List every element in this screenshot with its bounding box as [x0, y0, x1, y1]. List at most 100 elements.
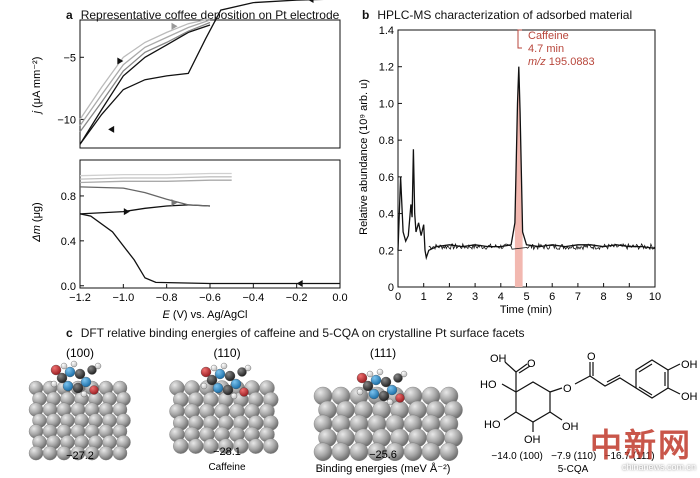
molecule-atom: [356, 388, 364, 396]
pt-atom: [248, 438, 264, 454]
a-bottom-arrow-scan: [296, 280, 303, 288]
energy-111: −25.6: [369, 449, 397, 461]
facet-label-110: (110): [213, 346, 240, 360]
a-top-ylabel-var: j: [31, 110, 43, 115]
caffeine-label: Caffeine: [208, 462, 246, 473]
a-bottom-ylabel-var: Δm: [31, 225, 43, 243]
a-bottom-series-later-scan-1: [79, 179, 232, 184]
molecule-atom: [72, 382, 84, 394]
b-xlabel: Time (min): [500, 304, 552, 316]
caffeine-molecule-110: [200, 362, 252, 400]
molecule-atom: [210, 364, 218, 372]
b-xtick-label: 0: [395, 291, 401, 303]
molecule-atom: [356, 372, 368, 384]
molecule-atom: [64, 366, 76, 378]
b-annotation-mz-label: m/z: [528, 56, 546, 68]
a-bottom-series-later-scan-2: [79, 176, 232, 180]
b-xtick-label: 3: [472, 291, 478, 303]
a-bottom-xlabel-var: E: [163, 309, 171, 321]
pt-atom: [421, 442, 441, 461]
a-bottom-series-second-scan: [79, 186, 211, 207]
molecule-atom: [362, 380, 374, 392]
panel-c-title: c DFT relative binding energies of caffei…: [66, 326, 524, 340]
watermark-logo: 中新网: [589, 426, 692, 464]
cqa-o-ester: O: [563, 383, 572, 395]
molecule-atom: [200, 366, 212, 378]
molecule-atom: [50, 380, 58, 388]
b-xtick-label: 8: [601, 291, 607, 303]
molecule-atom: [70, 360, 78, 368]
panel-c-letter: c: [66, 326, 73, 340]
a-top-ytick-label: −5: [63, 52, 76, 64]
a-bottom-xtick-label: −1.0: [112, 292, 134, 304]
molecule-atom: [87, 365, 97, 375]
a-bottom-xtick-label: −0.2: [286, 292, 308, 304]
molecule-atom: [56, 372, 68, 384]
molecule-atom: [222, 384, 234, 396]
a-bottom-arrow-return: [123, 208, 130, 216]
energy-110: −28.1: [213, 446, 241, 458]
molecule-atom: [62, 380, 74, 392]
panel-b-letter: b: [362, 8, 370, 22]
molecule-atom: [366, 370, 374, 378]
molecule-atom: [60, 362, 68, 370]
molecule-atom: [393, 373, 403, 383]
panel-c-title-text: DFT relative binding energies of caffein…: [80, 326, 525, 340]
pt-atom: [112, 445, 128, 461]
pt-atom: [173, 438, 189, 454]
b-ytick-label: 0.2: [379, 245, 394, 257]
b-xtick-label: 1: [421, 291, 427, 303]
a-bottom-xlabel-text: (V) vs. Ag/AgCl: [170, 309, 248, 321]
cqa-ho-bottom: HO: [484, 419, 501, 431]
b-series-baseline-noise: [428, 242, 656, 251]
b-ytick-label: 1.0: [379, 98, 394, 110]
a-bottom-ytick-label: 0.8: [61, 191, 76, 203]
a-top-ytick-label: 0: [70, 0, 76, 2]
molecule-atom: [380, 376, 392, 388]
molecule-atom: [220, 362, 228, 370]
caffeine-molecule-100: [50, 360, 102, 398]
cqa-o-acid: O: [527, 358, 536, 370]
b-xtick-label: 2: [446, 291, 452, 303]
molecule-atom: [370, 374, 382, 386]
a-top-ylabel: j (μA mm⁻²): [31, 57, 43, 116]
a-top-ytick-label: −10: [57, 114, 76, 126]
a-top-arrow-forward: [117, 57, 124, 65]
a-top-series-later-scans-3: [79, 18, 211, 120]
panel-b-title: b HPLC-MS characterization of adsorbed ma…: [362, 8, 632, 22]
molecule-atom: [200, 382, 208, 390]
cqa-oh-acid: OH: [490, 353, 507, 365]
b-ytick-label: 1.4: [379, 25, 394, 37]
panel-a-title: a Representative coffee deposition on Pt …: [66, 8, 339, 22]
a-bottom-series-later-scan-3: [79, 172, 232, 177]
a-bottom-xtick-label: −1.2: [69, 292, 91, 304]
molecule-atom: [80, 390, 88, 398]
a-bottom-ytick-label: 0.4: [61, 236, 76, 248]
a-bottom-series-first-scan: [79, 213, 340, 285]
b-annotation-bracket: [517, 29, 522, 49]
cqa-oh-ring2: OH: [681, 391, 698, 403]
a-bottom-xtick-label: −0.4: [242, 292, 264, 304]
pt-slab-100: [28, 380, 131, 461]
pt-atom: [98, 445, 114, 461]
a-bottom-ylabel: Δm (μg): [31, 202, 43, 242]
b-annotation-mz-value: 195.0883: [546, 56, 595, 68]
a-bottom-xtick-label: −0.8: [156, 292, 178, 304]
molecule-atom: [224, 370, 236, 382]
molecule-atom: [386, 384, 398, 396]
b-ytick-label: 0: [388, 282, 394, 294]
b-ytick-label: 0.4: [379, 209, 394, 221]
molecule-atom: [214, 368, 226, 380]
molecule-atom: [89, 385, 99, 395]
molecule-atom: [368, 388, 380, 400]
pt-atom: [331, 442, 351, 461]
pt-atom: [439, 442, 459, 461]
pt-atom: [263, 438, 279, 454]
b-ylabel: Relative abundance (10⁹ arb. u): [358, 79, 370, 235]
molecule-atom: [376, 368, 384, 376]
pt-atom: [403, 442, 423, 461]
a-top-arrow-return: [108, 125, 115, 133]
